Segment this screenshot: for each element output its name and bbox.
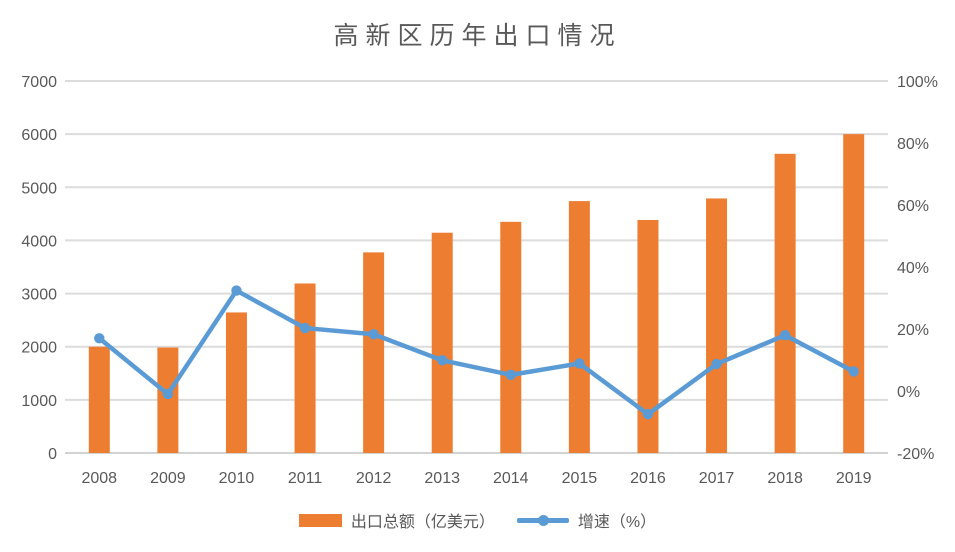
line-marker-2010 bbox=[231, 285, 242, 296]
legend-item-exports: 出口总额（亿美元） bbox=[298, 508, 495, 532]
line-marker-2014 bbox=[505, 369, 516, 381]
x-axis-category-label: 2008 bbox=[81, 470, 117, 487]
line-marker-2013 bbox=[437, 355, 448, 366]
bar-2010 bbox=[225, 312, 247, 453]
left-axis-tick-label: 2000 bbox=[21, 340, 57, 357]
left-axis-tick-label: 7000 bbox=[21, 74, 57, 91]
line-marker-2012 bbox=[368, 329, 379, 340]
x-axis-category-label: 2017 bbox=[699, 470, 735, 487]
bar-2013 bbox=[431, 232, 453, 453]
right-axis-tick-label: 0% bbox=[897, 384, 920, 401]
x-axis-category-label: 2013 bbox=[424, 470, 460, 487]
left-axis-tick-label: 1000 bbox=[21, 393, 57, 410]
bar-2008 bbox=[88, 346, 110, 453]
line-marker-2019 bbox=[848, 366, 859, 377]
right-axis-tick-label: 60% bbox=[897, 198, 929, 215]
legend-label-growth: 增速（%） bbox=[577, 514, 657, 531]
legend-label-exports: 出口总额（亿美元） bbox=[350, 514, 495, 531]
x-axis-category-label: 2015 bbox=[562, 470, 598, 487]
bar-2016 bbox=[637, 219, 659, 453]
line-marker-2015 bbox=[574, 358, 585, 369]
chart-legend: 出口总额（亿美元） 增速（%） bbox=[0, 505, 955, 535]
left-axis-tick-label: 6000 bbox=[21, 127, 57, 144]
x-axis-category-label: 2018 bbox=[767, 470, 803, 487]
line-series-swatch bbox=[516, 514, 569, 526]
growth-line bbox=[97, 288, 856, 417]
bar-2017 bbox=[706, 198, 728, 453]
line-marker-2018 bbox=[779, 330, 791, 341]
left-axis-tick-label: 0 bbox=[48, 446, 57, 463]
chart-title: 高新区历年出口情况 bbox=[333, 23, 622, 50]
left-axis-tick-label: 3000 bbox=[21, 287, 57, 304]
x-axis-category-label: 2011 bbox=[288, 470, 323, 487]
line-swatch-marker-icon bbox=[537, 515, 549, 526]
legend-item-growth: 增速（%） bbox=[516, 508, 657, 532]
bar-series-swatch bbox=[298, 513, 342, 527]
bar-2009 bbox=[157, 347, 179, 453]
right-axis-tick-label: -20% bbox=[897, 446, 934, 463]
line-marker-2016 bbox=[642, 409, 654, 420]
line-marker-2011 bbox=[299, 322, 311, 334]
right-axis-tick-label: 100% bbox=[897, 74, 938, 91]
bar-2015 bbox=[568, 201, 590, 453]
right-axis-tick-label: 80% bbox=[897, 136, 929, 153]
x-axis-category-label: 2014 bbox=[493, 470, 529, 487]
x-axis-category-label: 2012 bbox=[356, 470, 392, 487]
left-axis-tick-label: 4000 bbox=[21, 233, 57, 250]
x-axis-category-label: 2016 bbox=[630, 470, 666, 487]
x-axis-category-label: 2010 bbox=[219, 470, 255, 487]
bar-2011 bbox=[294, 283, 316, 453]
line-marker-2008 bbox=[94, 333, 105, 344]
bar-2014 bbox=[500, 221, 522, 453]
right-axis-tick-label: 20% bbox=[897, 322, 929, 339]
x-axis-category-label: 2009 bbox=[150, 470, 186, 487]
bar-2018 bbox=[774, 153, 796, 453]
line-marker-2017 bbox=[711, 358, 722, 370]
right-axis-tick-label: 40% bbox=[897, 260, 929, 277]
line-marker-2009 bbox=[162, 388, 174, 400]
bar-2019 bbox=[843, 134, 865, 453]
left-axis-tick-label: 5000 bbox=[21, 180, 57, 197]
x-axis-category-label: 2019 bbox=[836, 470, 872, 487]
bar-2012 bbox=[363, 252, 385, 453]
